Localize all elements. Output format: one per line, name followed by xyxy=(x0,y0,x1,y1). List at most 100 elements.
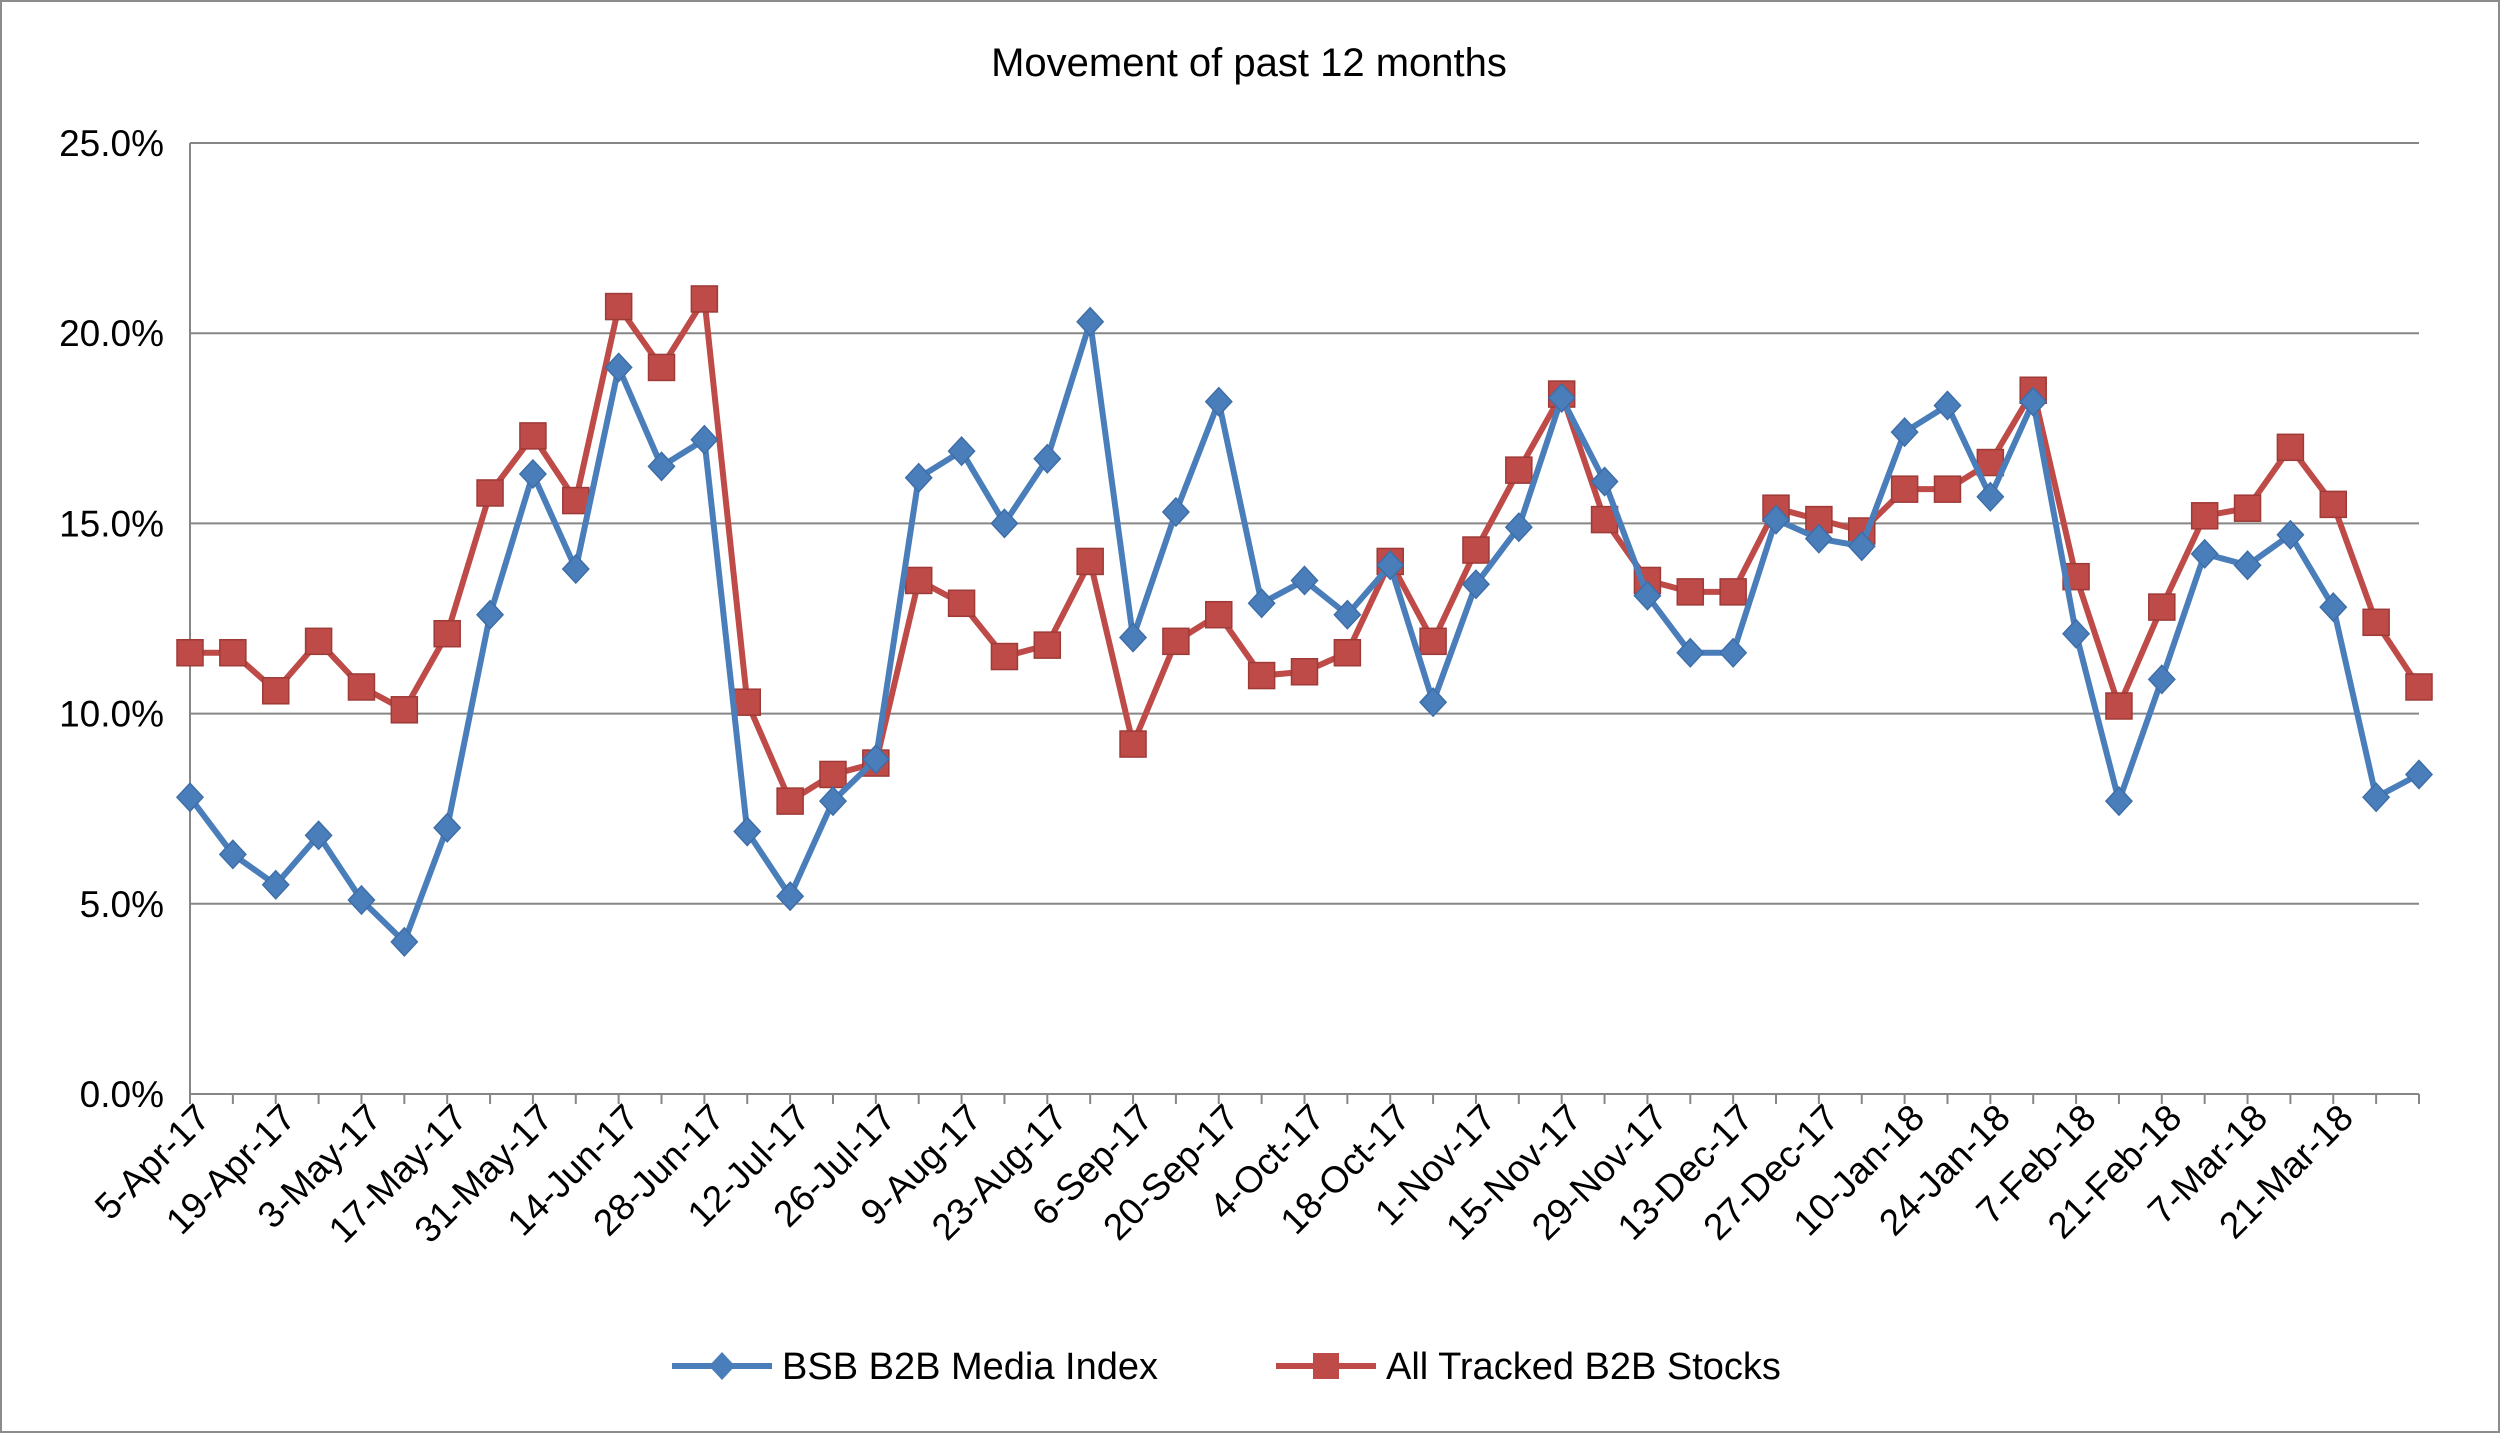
gridlines xyxy=(190,142,2419,905)
legend: BSB B2B Media Index All Tracked B2B Stock… xyxy=(672,1346,1781,1388)
legend-item: All Tracked B2B Stocks xyxy=(1276,1346,1781,1388)
data-point xyxy=(1033,631,1062,659)
data-point xyxy=(647,451,676,482)
data-point xyxy=(1590,466,1619,497)
data-point xyxy=(1290,658,1319,686)
data-point xyxy=(1505,456,1533,484)
data-point xyxy=(604,352,633,383)
data-point xyxy=(1419,627,1447,656)
series-line xyxy=(190,295,2422,805)
data-point xyxy=(1633,580,1662,611)
data-point xyxy=(1719,637,1748,668)
data-point xyxy=(1419,687,1448,718)
legend-marker xyxy=(1313,1353,1339,1379)
data-point xyxy=(2233,494,2262,522)
data-point xyxy=(861,744,890,775)
data-point xyxy=(1119,730,1147,758)
data-point xyxy=(1547,382,1576,413)
data-point xyxy=(218,839,247,870)
data-point xyxy=(1247,661,1276,690)
data-point xyxy=(690,285,719,313)
data-point xyxy=(476,599,505,630)
data-point xyxy=(261,869,290,900)
series-all-tracked-b2b-stocks xyxy=(176,285,2433,815)
data-point xyxy=(776,787,804,815)
data-point xyxy=(604,292,633,321)
data-point xyxy=(733,688,761,716)
data-point xyxy=(390,926,419,957)
data-point xyxy=(1076,547,1104,576)
data-point xyxy=(1247,588,1276,619)
data-point xyxy=(1376,550,1405,581)
data-point xyxy=(2019,386,2048,417)
data-point xyxy=(1461,569,1490,600)
data-point xyxy=(1290,565,1319,596)
data-point xyxy=(1847,531,1876,562)
x-axis-tick-labels: 5-Apr-1719-Apr-173-May-1717-May-1731-May… xyxy=(87,1097,2361,1251)
data-point xyxy=(1204,386,1233,417)
data-point xyxy=(1676,637,1705,668)
data-point xyxy=(1504,512,1533,543)
y-tick-label: 15.0% xyxy=(59,503,164,544)
data-point xyxy=(347,673,376,701)
axes xyxy=(189,143,2420,1104)
data-point xyxy=(947,589,976,618)
data-point xyxy=(390,696,419,724)
legend-label: BSB B2B Media Index xyxy=(782,1346,1158,1388)
data-point xyxy=(904,462,933,493)
y-tick-label: 5.0% xyxy=(80,884,164,925)
data-point xyxy=(175,782,205,813)
data-point xyxy=(433,812,462,843)
data-point xyxy=(2233,550,2262,581)
data-point xyxy=(1119,622,1148,653)
data-point xyxy=(1890,475,1919,503)
data-point xyxy=(1719,578,1747,606)
data-point xyxy=(2404,759,2434,790)
data-point xyxy=(819,760,847,789)
data-point xyxy=(1076,306,1105,337)
y-tick-label: 0.0% xyxy=(80,1074,164,1115)
data-point xyxy=(647,353,676,382)
chart-title: Movement of past 12 months xyxy=(991,41,1507,85)
data-point xyxy=(304,820,333,851)
data-point xyxy=(904,566,933,595)
data-point xyxy=(1761,504,1791,535)
data-point xyxy=(476,479,504,507)
data-point xyxy=(990,642,1019,671)
series-group xyxy=(175,285,2434,957)
data-point xyxy=(1033,443,1062,474)
data-point xyxy=(2276,519,2305,550)
data-point xyxy=(733,816,762,847)
data-point xyxy=(2104,785,2133,817)
data-point xyxy=(1804,523,1833,554)
data-point xyxy=(219,638,247,667)
data-point xyxy=(261,677,290,705)
data-point xyxy=(947,436,976,467)
data-point xyxy=(2105,692,2133,720)
y-axis-tick-labels: 0.0% 5.0% 10.0% 15.0% 20.0% 25.0% xyxy=(59,123,164,1115)
data-point xyxy=(2276,433,2305,462)
data-point xyxy=(1676,578,1705,606)
y-tick-label: 20.0% xyxy=(59,313,164,354)
data-point xyxy=(562,486,590,515)
data-point xyxy=(304,627,333,656)
data-point xyxy=(433,619,461,648)
data-point xyxy=(1162,627,1190,656)
data-point xyxy=(990,508,1019,539)
data-point xyxy=(2319,490,2348,519)
data-point xyxy=(2362,782,2391,813)
data-point xyxy=(518,458,547,490)
data-point xyxy=(818,785,848,817)
data-point xyxy=(2062,618,2091,649)
data-point xyxy=(776,881,805,912)
data-point xyxy=(1333,599,1362,630)
data-point xyxy=(1890,417,1919,448)
data-point xyxy=(2362,608,2390,637)
legend-item: BSB B2B Media Index xyxy=(672,1346,1158,1388)
data-point xyxy=(2190,502,2219,530)
series-bsb-b2b-media-index xyxy=(175,306,2434,957)
data-point xyxy=(1933,475,1962,503)
data-point xyxy=(1462,536,1490,564)
data-point xyxy=(1976,481,2005,512)
